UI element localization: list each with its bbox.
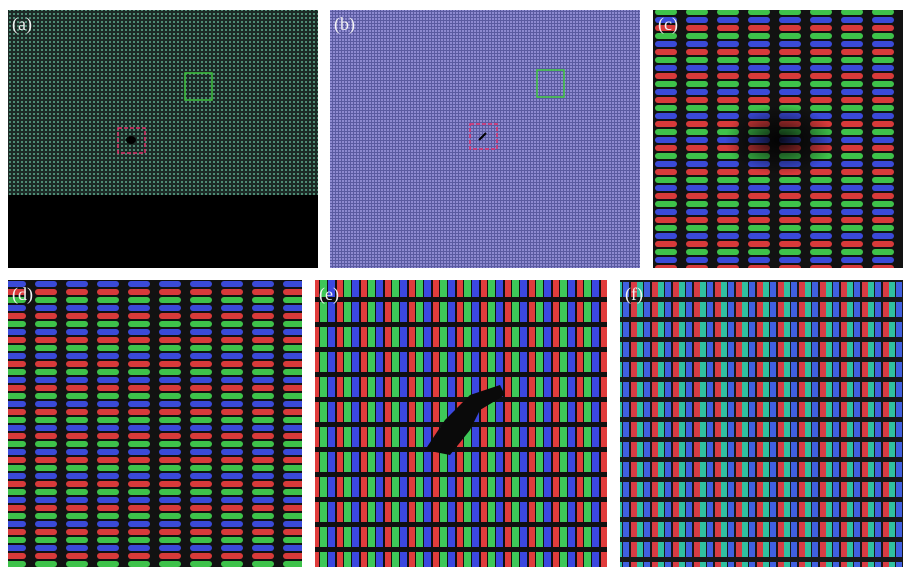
panel-e: (e) [315,280,607,567]
panel-label: (c) [658,14,678,35]
panel-b: (b) [330,10,640,268]
panel-label: (b) [334,14,355,35]
figure: (a) (b) (c) (d) (e) (f) [0,0,903,567]
panel-a: (a) [8,10,318,268]
panel-c: (c) [653,10,903,268]
panel-label: (e) [319,284,339,305]
panel-d: (d) [8,280,302,567]
panel-f: (f) [620,280,903,567]
panel-label: (d) [12,284,33,305]
panel-label: (f) [625,284,643,305]
panel-label: (a) [12,14,32,35]
